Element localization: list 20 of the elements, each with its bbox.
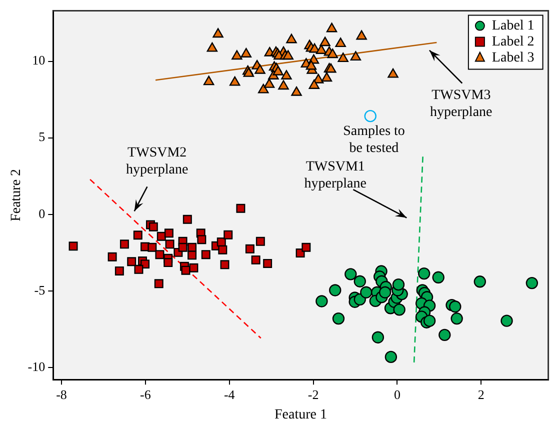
annotation: TWSVM3 hyperplane xyxy=(430,88,492,120)
legend-label: Label 1 xyxy=(492,18,534,34)
y-tick-label: 0 xyxy=(38,206,46,221)
x-tick-label: 2 xyxy=(478,386,484,402)
x-tick-label: 0 xyxy=(394,386,400,402)
x-axis-title: Feature 1 xyxy=(274,407,327,422)
y-axis-title: Feature 2 xyxy=(9,168,24,222)
x-tick-label: -2 xyxy=(308,386,319,402)
annotation: TWSVM2 hyperplane xyxy=(126,146,188,178)
y-tick-label: -10 xyxy=(28,358,46,374)
x-tick-label: -8 xyxy=(56,386,67,402)
x-tick-label: -4 xyxy=(224,386,236,402)
y-tick-label: 5 xyxy=(38,129,46,144)
legend-label: Label 2 xyxy=(492,34,534,50)
x-tick-label: -6 xyxy=(140,386,152,402)
annotation: TWSVM1 hyperplane xyxy=(304,160,366,192)
y-tick-label: 10 xyxy=(32,52,46,68)
annotation: Samples to be tested xyxy=(343,124,405,156)
legend-label: Label 3 xyxy=(492,50,534,66)
y-tick-label: -5 xyxy=(34,282,46,298)
